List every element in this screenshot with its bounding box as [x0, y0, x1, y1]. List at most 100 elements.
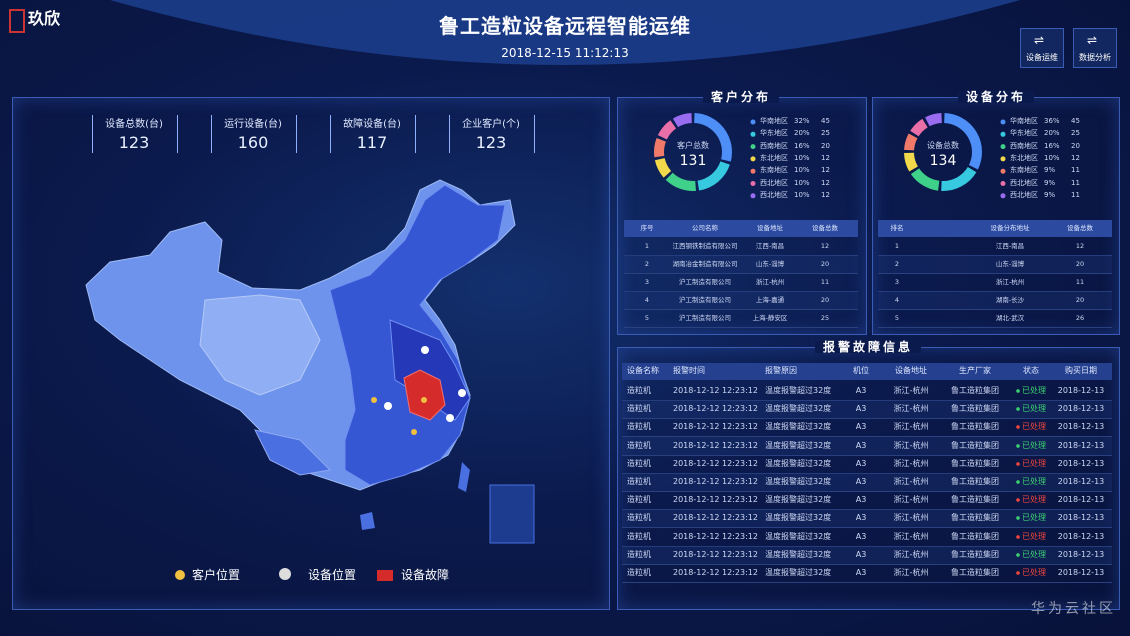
legend-count: 20 [1071, 141, 1080, 150]
legend-count: 20 [821, 141, 830, 150]
table-cell: 2 [894, 260, 900, 268]
table-cell: 3 [894, 278, 900, 286]
legend-name: 东北地区 [1010, 153, 1038, 162]
alarm-cell: 2018-12-12 12:23:12 [673, 422, 758, 432]
alarm-row [622, 509, 1112, 529]
nav-button[interactable] [1073, 28, 1117, 68]
alarm-status: 已处理 [1016, 423, 1046, 432]
alarm-cell: 2018-12-13 [1057, 422, 1105, 432]
legend-count: 25 [821, 129, 830, 138]
nav-button-icon: ⇌ [1087, 33, 1098, 47]
table-cell: 2 [644, 260, 650, 268]
legend-fault-icon [377, 570, 393, 581]
table-header [624, 220, 858, 237]
table-cell: 江西-南昌 [995, 242, 1025, 250]
alarm-cell: 浙江-杭州 [893, 495, 929, 505]
stat-label: 故障设备(台) [343, 119, 401, 130]
alarm-cell: 2018-12-13 [1057, 440, 1105, 450]
watermark: 华为云社区 [1031, 601, 1116, 617]
alarm-cell: 浙江-杭州 [893, 477, 929, 486]
alarm-cell: 2018-12-13 [1057, 386, 1105, 395]
stat-value: 123 [475, 133, 507, 152]
table-cell: 12 [820, 242, 830, 250]
alarm-cell: 温度报警超过32度 [765, 422, 832, 432]
alarm-cell: A3 [855, 568, 867, 577]
alarm-row [622, 564, 1112, 583]
legend-count: 45 [1071, 117, 1080, 125]
table-row [878, 273, 1112, 292]
table-header-cell: 序号 [640, 224, 654, 232]
alarm-cell: 造粒机 [627, 386, 651, 395]
table-cell: 湖南冶金制造有限公司 [672, 260, 738, 268]
alarm-table-header [622, 363, 1112, 380]
alarm-status: 已处理 [1016, 550, 1046, 559]
table-row [624, 309, 858, 328]
stat-label: 运行设备(台) [224, 119, 282, 130]
alarm-cell: 2018-12-12 12:23:12 [673, 549, 758, 559]
alarm-cell: 温度报警超过32度 [765, 513, 832, 523]
alarm-cell: 浙江-杭州 [893, 422, 929, 432]
table-cell: 湖北-武汉 [995, 314, 1025, 322]
legend-name: 华南地区 [1010, 117, 1038, 125]
alarm-cell: 浙江-杭州 [893, 404, 929, 414]
alarm-cell: 造粒机 [627, 404, 651, 414]
alarm-cell: 2018-12-12 12:23:12 [673, 568, 758, 577]
table-cell: 1 [644, 242, 650, 250]
stat-box [330, 115, 416, 153]
legend-device-icon [279, 568, 291, 580]
map-legend-label: 设备故障 [401, 568, 450, 582]
alarm-cell: 造粒机 [627, 440, 651, 450]
table-row [624, 273, 858, 292]
legend-percent: 32% [794, 117, 810, 125]
alarm-cell: 鲁工造粒集团 [951, 458, 999, 468]
legend-name: 东南地区 [1010, 166, 1038, 175]
legend-percent: 20% [794, 129, 810, 138]
alarm-cell: 温度报警超过32度 [765, 531, 832, 541]
stat-box [449, 115, 535, 153]
alarm-cell: 浙江-杭州 [893, 440, 929, 450]
legend-name: 西南地区 [1010, 141, 1038, 150]
alarm-status: 已处理 [1016, 496, 1046, 505]
nav-button[interactable] [1020, 28, 1064, 68]
alarm-cell: 鲁工造粒集团 [951, 386, 999, 395]
alarm-cell: 浙江-杭州 [893, 531, 929, 541]
table-row [624, 291, 858, 310]
table-cell: 浙江-杭州 [995, 278, 1025, 286]
stat-box [211, 115, 297, 153]
alarm-status: 已处理 [1016, 532, 1046, 541]
alarm-cell: 2018-12-12 12:23:12 [673, 458, 758, 468]
legend-count: 12 [1071, 153, 1080, 162]
legend-count: 25 [1071, 129, 1080, 138]
alarm-cell: 2018-12-12 12:23:12 [673, 386, 758, 395]
table-cell: 5 [894, 314, 900, 322]
alarm-cell: 温度报警超过32度 [765, 495, 832, 505]
donut-center-value: 134 [929, 153, 957, 169]
table-cell: 山东-淄博 [755, 260, 785, 268]
alarm-status: 已处理 [1016, 441, 1046, 450]
legend-percent: 10% [794, 190, 810, 199]
legend-name: 东北地区 [760, 153, 788, 162]
alarm-cell: 2018-12-12 12:23:12 [673, 513, 758, 523]
alarm-header-cell: 状态 [1023, 366, 1039, 375]
alarm-row [622, 382, 1112, 401]
alarm-row [622, 418, 1112, 438]
alarm-cell: 2018-12-12 12:23:12 [673, 531, 758, 541]
alarm-cell: 2018-12-13 [1057, 531, 1105, 541]
alarm-header-cell: 生产厂家 [959, 366, 991, 375]
alarm-cell: 2018-12-12 12:23:12 [673, 477, 758, 486]
alarm-cell: 浙江-杭州 [893, 458, 929, 468]
alarm-cell: A3 [855, 495, 867, 505]
alarm-cell: 造粒机 [627, 477, 651, 486]
table-header-cell: 设备总数 [1067, 224, 1093, 232]
alarm-cell: 造粒机 [627, 568, 651, 577]
table-header-cell: 设备地址 [757, 224, 783, 232]
legend-name: 西北地区 [760, 178, 788, 187]
panel-title: 客户分布 [702, 91, 780, 103]
table-cell: 山东-淄博 [995, 260, 1025, 268]
alarm-header-cell: 购买日期 [1065, 366, 1097, 375]
table-cell: 江西-南昌 [755, 242, 785, 250]
page-title: 鲁工造粒设备远程智能运维 [439, 14, 691, 38]
alarm-cell: 2018-12-13 [1057, 513, 1105, 523]
alarm-cell: 浙江-杭州 [893, 513, 929, 523]
